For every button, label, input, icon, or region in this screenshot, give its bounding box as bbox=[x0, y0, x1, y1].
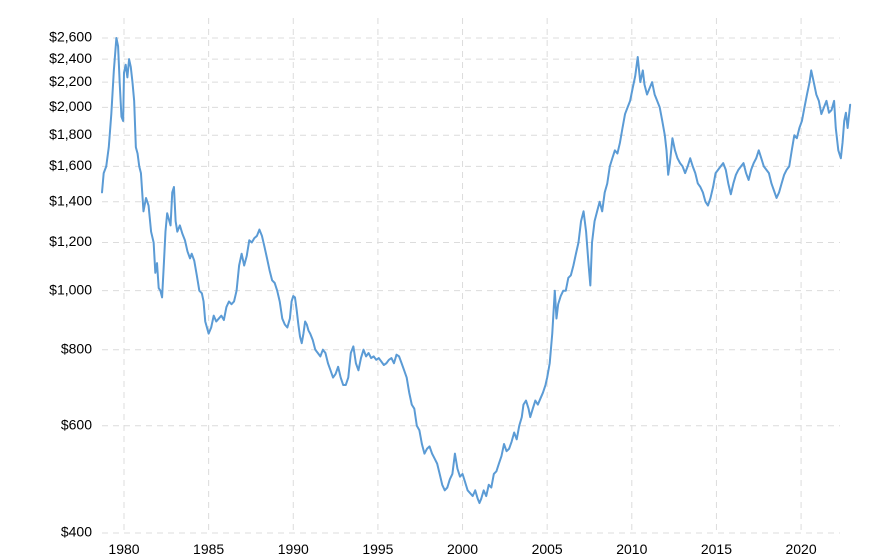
x-tick-label: 2005 bbox=[532, 541, 563, 557]
x-tick-label: 2010 bbox=[616, 541, 647, 557]
x-tick-label: 1985 bbox=[193, 541, 224, 557]
x-tick-label: 1980 bbox=[108, 541, 139, 557]
x-axis-ticks: 1980 1985 1990 1995 2000 2005 2010 2015 2020 bbox=[108, 541, 816, 557]
y-tick-label: $2,600 bbox=[49, 29, 92, 45]
gridlines bbox=[102, 18, 840, 534]
x-tick-label: 1995 bbox=[362, 541, 393, 557]
series-layer bbox=[101, 37, 852, 505]
y-tick-label: $400 bbox=[61, 524, 92, 540]
y-tick-label: $1,000 bbox=[49, 281, 92, 297]
x-tick-label: 2000 bbox=[447, 541, 478, 557]
y-tick-label: $2,000 bbox=[49, 98, 92, 114]
price-series-line bbox=[101, 37, 852, 505]
y-tick-label: $2,400 bbox=[49, 50, 92, 66]
y-tick-label: $2,200 bbox=[49, 73, 92, 89]
y-tick-label: $1,200 bbox=[49, 233, 92, 249]
y-tick-label: $1,800 bbox=[49, 126, 92, 142]
x-tick-label: 1990 bbox=[278, 541, 309, 557]
y-tick-label: $1,600 bbox=[49, 157, 92, 173]
y-axis-ticks: $400 $600 $800 $1,000 $1,200 $1,400 $1,600 $1,8… bbox=[49, 29, 92, 540]
y-tick-label: $600 bbox=[61, 416, 92, 432]
y-tick-label: $800 bbox=[61, 340, 92, 356]
x-tick-label: 2015 bbox=[701, 541, 732, 557]
x-tick-label: 2020 bbox=[785, 541, 816, 557]
y-tick-label: $1,400 bbox=[49, 192, 92, 208]
